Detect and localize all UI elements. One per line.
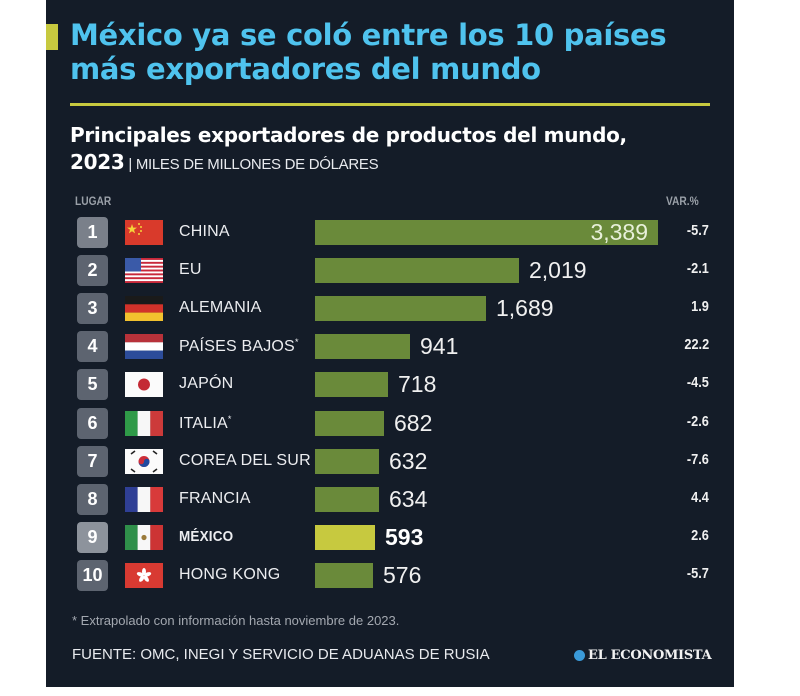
rank-badge: 6	[77, 407, 108, 439]
globe-icon	[574, 650, 585, 661]
country-label: ALEMANIA	[179, 299, 262, 317]
chart-row: 6 ITALIA* 682 -2.6	[0, 407, 800, 439]
headline-line-1: México ya se coló entre los 10 países	[70, 18, 667, 52]
rank-badge: 9	[77, 521, 108, 553]
country-label: EU	[179, 261, 202, 279]
country-label: CHINA	[179, 223, 230, 241]
country-name: PAÍSES BAJOS	[179, 338, 295, 356]
subtitle-year: 2023	[70, 150, 125, 174]
rank-badge: 7	[77, 445, 108, 477]
var-pct: -5.7	[687, 564, 709, 582]
value-label: 576	[383, 561, 422, 588]
chart-row: 3 ALEMANIA 1,689 1.9	[0, 293, 800, 325]
chart-subtitle: Principales exportadores de productos de…	[70, 122, 627, 178]
south-korea-flag-icon	[125, 448, 163, 474]
chart-row: 4 PAÍSES BAJOS* 941 22.2	[0, 331, 800, 363]
country-label: PAÍSES BAJOS*	[179, 337, 299, 356]
var-pct: -7.6	[687, 450, 709, 468]
asterisk-mark: *	[294, 337, 299, 348]
country-label: FRANCIA	[179, 490, 251, 508]
value-label: 632	[389, 447, 428, 474]
bar	[315, 410, 384, 436]
var-pct: 22.2	[684, 336, 709, 354]
var-pct: -5.7	[687, 222, 709, 239]
bar	[315, 334, 410, 360]
chart-row: 7 COREA DEL SUR 632 -7.6	[0, 445, 800, 477]
country-name: MÉXICO	[179, 527, 234, 545]
headline: México ya se coló entre los 10 países má…	[70, 18, 720, 86]
rank-badge: 3	[77, 293, 108, 325]
subtitle-separator: |	[124, 156, 136, 173]
country-label: MÉXICO	[179, 528, 233, 545]
var-pct: 1.9	[691, 298, 709, 316]
rank-column-header: LUGAR	[75, 194, 112, 208]
hong-kong-flag-icon	[125, 562, 163, 588]
value-label: 1,689	[496, 295, 554, 322]
asterisk-mark: *	[227, 413, 232, 424]
rank-badge: 1	[77, 217, 108, 248]
bar	[315, 562, 373, 588]
var-pct: -4.5	[687, 374, 709, 392]
el-economista-logo: EL ECONOMISTA	[574, 648, 712, 663]
var-column-header: VAR.%	[666, 194, 699, 208]
bar	[315, 486, 379, 512]
value-label: 682	[394, 409, 433, 436]
bar	[315, 296, 486, 322]
rank-badge: 2	[77, 255, 108, 287]
chart-row: 8 FRANCIA 634 4.4	[0, 483, 800, 515]
italy-flag-icon	[125, 410, 163, 436]
rank-badge: 5	[77, 369, 108, 401]
rank-badge: 4	[77, 331, 108, 363]
bar	[315, 524, 375, 550]
china-flag-icon	[125, 220, 163, 245]
country-name: ALEMANIA	[179, 299, 262, 317]
chart-row: 1 CHINA 3,389 -5.7	[0, 217, 800, 248]
subtitle-units: MILES DE MILLONES DE DÓLARES	[135, 156, 379, 173]
country-name: CHINA	[179, 223, 230, 240]
country-name: EU	[179, 261, 202, 279]
mexico-flag-icon	[125, 524, 163, 550]
usa-flag-icon	[125, 258, 163, 284]
var-pct: -2.1	[687, 260, 709, 278]
chart-row: 10 HONG KONG 576 -5.7	[0, 559, 800, 591]
country-name: JAPÓN	[179, 375, 234, 393]
value-label: 718	[398, 371, 437, 398]
var-pct: -2.6	[687, 412, 709, 430]
country-name: HONG KONG	[179, 565, 281, 583]
title-marker	[46, 24, 58, 50]
bar	[315, 372, 388, 398]
country-name: COREA DEL SUR	[179, 451, 311, 469]
subtitle-line-1: Principales exportadores de productos de…	[70, 123, 627, 147]
france-flag-icon	[125, 486, 163, 512]
bar	[315, 220, 658, 245]
rank-badge: 8	[77, 483, 108, 515]
country-label: COREA DEL SUR	[179, 452, 311, 470]
country-name: ITALIA	[179, 414, 228, 432]
country-label: ITALIA*	[179, 414, 232, 433]
chart-row: 2 EU 2,019 -2.1	[0, 255, 800, 287]
footnote: * Extrapolado con información hasta novi…	[72, 613, 400, 628]
value-label: 941	[420, 333, 459, 360]
value-label: 634	[389, 485, 428, 512]
title-divider	[70, 103, 710, 106]
country-label: HONG KONG	[179, 566, 280, 584]
netherlands-flag-icon	[125, 334, 163, 360]
source-note: FUENTE: OMC, INEGI Y SERVICIO DE ADUANAS…	[72, 646, 490, 663]
bar	[315, 448, 379, 474]
headline-line-2: más exportadores del mundo	[70, 52, 541, 86]
var-pct: 4.4	[691, 488, 709, 506]
value-label: 2,019	[529, 257, 587, 284]
chart-row: 5 JAPÓN 718 -4.5	[0, 369, 800, 401]
chart-row: 9 MÉXICO 593 2.6	[0, 521, 800, 553]
country-name: FRANCIA	[179, 489, 251, 507]
country-label: JAPÓN	[179, 375, 233, 393]
value-label: 3,389	[590, 219, 648, 245]
value-label: 593	[385, 523, 424, 550]
logo-text: EL ECONOMISTA	[588, 648, 712, 663]
japan-flag-icon	[125, 372, 163, 398]
germany-flag-icon	[125, 296, 163, 322]
rank-badge: 10	[77, 559, 108, 591]
bar	[315, 258, 519, 284]
var-pct: 2.6	[691, 526, 709, 544]
